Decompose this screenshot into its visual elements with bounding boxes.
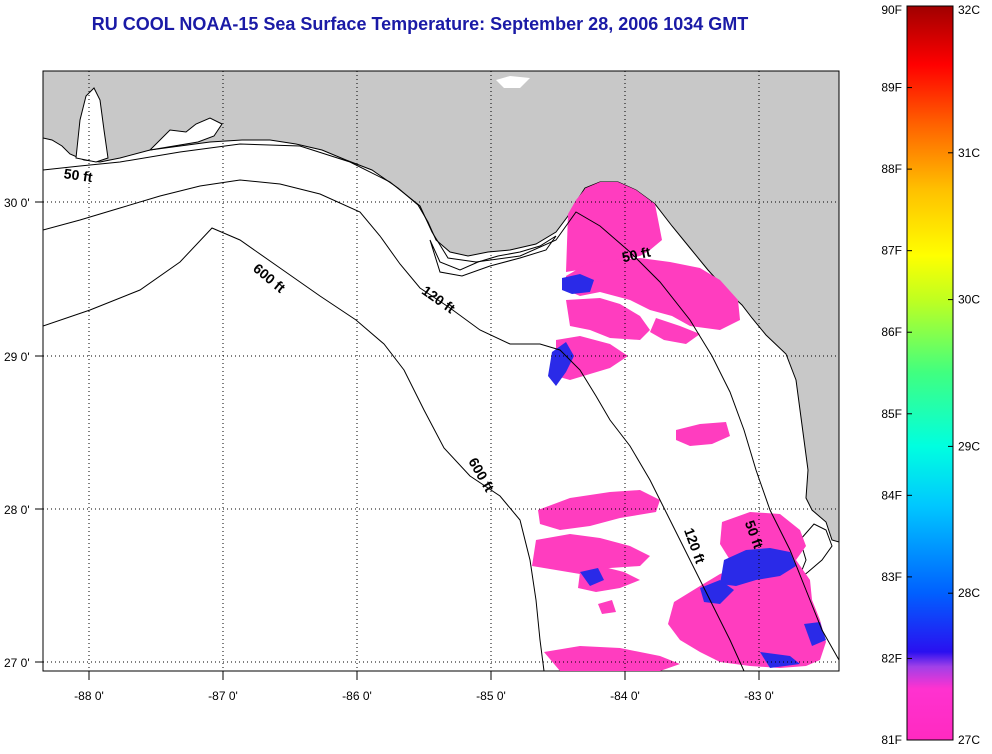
colorbar-c-label: 30C bbox=[958, 293, 980, 307]
colorbar-f-label: 81F bbox=[881, 733, 902, 747]
lat-tick-labels: 30 0' 29 0' 28 0' 27 0' bbox=[4, 196, 30, 670]
lon-tick-86: -86 0' bbox=[342, 689, 372, 703]
contour-label: 50 ft bbox=[63, 165, 94, 185]
contour-600ft bbox=[43, 227, 545, 671]
depth-contours bbox=[43, 143, 839, 671]
colorbar-f-label: 89F bbox=[881, 81, 902, 95]
colorbar-f-label: 84F bbox=[881, 488, 902, 502]
colorbar-f-label: 82F bbox=[881, 651, 902, 665]
apalachee-coast bbox=[429, 235, 557, 277]
lon-tick-87: -87 0' bbox=[208, 689, 238, 703]
mobile-bay bbox=[75, 87, 109, 163]
pensacola-bay bbox=[148, 117, 223, 151]
colorbar-f-label: 87F bbox=[881, 244, 902, 258]
colorbar-c-label: 27C bbox=[958, 733, 980, 747]
lat-tick-29: 29 0' bbox=[4, 350, 30, 364]
lat-tick-30: 30 0' bbox=[4, 196, 30, 210]
colorbar-c-label: 29C bbox=[958, 439, 980, 453]
lon-tick-84: -84 0' bbox=[610, 689, 640, 703]
colorbar-f-label: 90F bbox=[881, 3, 902, 17]
contour-50ft bbox=[43, 143, 839, 661]
map-title: RU COOL NOAA-15 Sea Surface Temperature:… bbox=[91, 14, 749, 34]
colorbar-f-label: 85F bbox=[881, 407, 902, 421]
frame-ticks bbox=[35, 201, 760, 680]
colorbar-c-label: 28C bbox=[958, 586, 980, 600]
colorbar-gradient bbox=[906, 5, 954, 741]
lon-tick-88: -88 0' bbox=[74, 689, 104, 703]
land-area bbox=[43, 71, 839, 543]
contour-120ft bbox=[43, 179, 745, 671]
colorbar-f-labels: 90F 89F 88F 87F 86F 85F 84F 83F 82F 81F bbox=[881, 3, 912, 747]
lat-tick-28: 28 0' bbox=[4, 503, 30, 517]
colorbar-f-label: 86F bbox=[881, 325, 902, 339]
sst-cool-patches bbox=[548, 274, 826, 668]
graticule bbox=[43, 71, 839, 671]
lon-tick-labels: -88 0' -87 0' -86 0' -85 0' -84 0' -83 0… bbox=[74, 689, 774, 703]
colorbar-c-label: 32C bbox=[958, 3, 980, 17]
colorbar: 90F 89F 88F 87F 86F 85F 84F 83F 82F 81F 32C 31C 30C… bbox=[881, 3, 980, 747]
colorbar-c-labels: 32C 31C 30C 29C 28C 27C bbox=[948, 3, 980, 747]
colorbar-f-label: 88F bbox=[881, 162, 902, 176]
contour-label: 50 ft bbox=[620, 244, 652, 266]
lake-water bbox=[496, 76, 530, 88]
lon-tick-83: -83 0' bbox=[744, 689, 774, 703]
colorbar-f-label: 83F bbox=[881, 570, 902, 584]
lon-tick-85: -85 0' bbox=[476, 689, 506, 703]
tampa-bay bbox=[796, 523, 833, 582]
colorbar-c-label: 31C bbox=[958, 146, 980, 160]
lat-tick-27: 27 0' bbox=[4, 656, 30, 670]
